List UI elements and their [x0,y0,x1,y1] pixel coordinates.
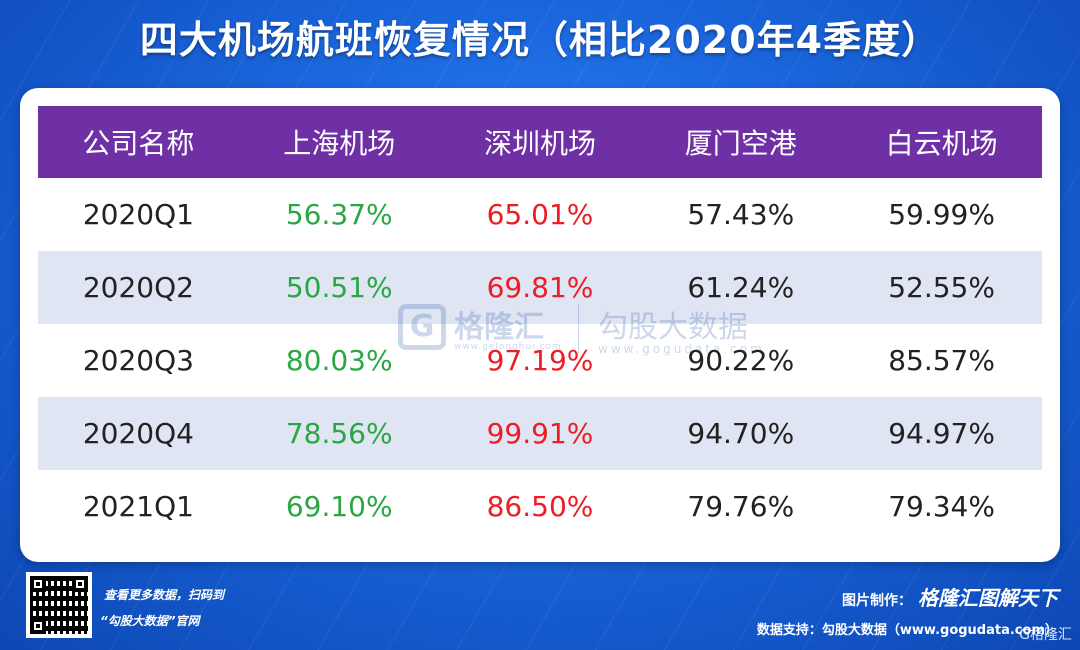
row-label: 2021Q1 [38,470,239,543]
cell-shanghai: 50.51% [238,251,440,324]
cell-baiyun: 59.99% [841,178,1042,251]
table-row: 2021Q1 69.10% 86.50% 79.76% 79.34% [38,470,1042,543]
cell-shanghai: 78.56% [238,397,440,470]
qr-code-icon[interactable] [26,572,92,638]
cell-shenzhen: 97.19% [439,324,641,397]
cell-shenzhen: 65.01% [439,178,641,251]
row-label: 2020Q1 [38,178,239,251]
cell-shanghai: 69.10% [238,470,440,543]
made-by: 图片制作： 格隆汇图解天下 [757,582,1058,611]
cell-baiyun: 79.34% [841,470,1042,543]
row-label: 2020Q2 [38,251,239,324]
footer-right: 图片制作： 格隆汇图解天下 数据支持：勾股大数据（www.gogudata.com… [757,582,1058,638]
row-label: 2020Q4 [38,397,239,470]
data-table: 公司名称 上海机场 深圳机场 厦门空港 白云机场 2020Q1 56.37% 6… [38,106,1042,543]
table-row: 2020Q3 80.03% 97.19% 90.22% 85.57% [38,324,1042,397]
footer-promo-line1: 查看更多数据，扫码到 [104,588,225,602]
cell-xiamen: 57.43% [640,178,842,251]
made-by-brand: 格隆汇图解天下 [918,586,1058,610]
cell-baiyun: 52.55% [841,251,1042,324]
header-row: 公司名称 上海机场 深圳机场 厦门空港 白云机场 [38,106,1042,178]
cell-baiyun: 94.97% [841,397,1042,470]
cell-shenzhen: 99.91% [439,397,641,470]
table-row: 2020Q4 78.56% 99.91% 94.70% 94.97% [38,397,1042,470]
cell-baiyun: 85.57% [841,324,1042,397]
cell-shanghai: 56.37% [238,178,440,251]
cell-shanghai: 80.03% [238,324,440,397]
header-cell-xiamen: 厦门空港 [640,106,842,178]
row-label: 2020Q3 [38,324,239,397]
data-source: 数据支持：勾股大数据（www.gogudata.com） [756,623,1058,638]
cell-xiamen: 90.22% [640,324,842,397]
header-cell-company: 公司名称 [38,106,239,178]
table-panel: 公司名称 上海机场 深圳机场 厦门空港 白云机场 2020Q1 56.37% 6… [20,88,1060,562]
cell-shenzhen: 69.81% [439,251,641,324]
header-cell-shenzhen: 深圳机场 [439,106,641,178]
cell-xiamen: 94.70% [640,397,842,470]
corner-logo: G格隆汇 [1019,627,1072,643]
cell-shenzhen: 86.50% [439,470,641,543]
cell-xiamen: 79.76% [640,470,842,543]
made-by-label: 图片制作： [842,593,912,609]
table-row: 2020Q1 56.37% 65.01% 57.43% 59.99% [38,178,1042,251]
header-cell-shanghai: 上海机场 [238,106,440,178]
footer-promo-line2: “勾股大数据”官网 [100,614,200,628]
cell-xiamen: 61.24% [640,251,842,324]
header-cell-baiyun: 白云机场 [841,106,1042,178]
chart-title: 四大机场航班恢复情况（相比2020年4季度） [139,18,941,62]
table-row: 2020Q2 50.51% 69.81% 61.24% 52.55% [38,251,1042,324]
